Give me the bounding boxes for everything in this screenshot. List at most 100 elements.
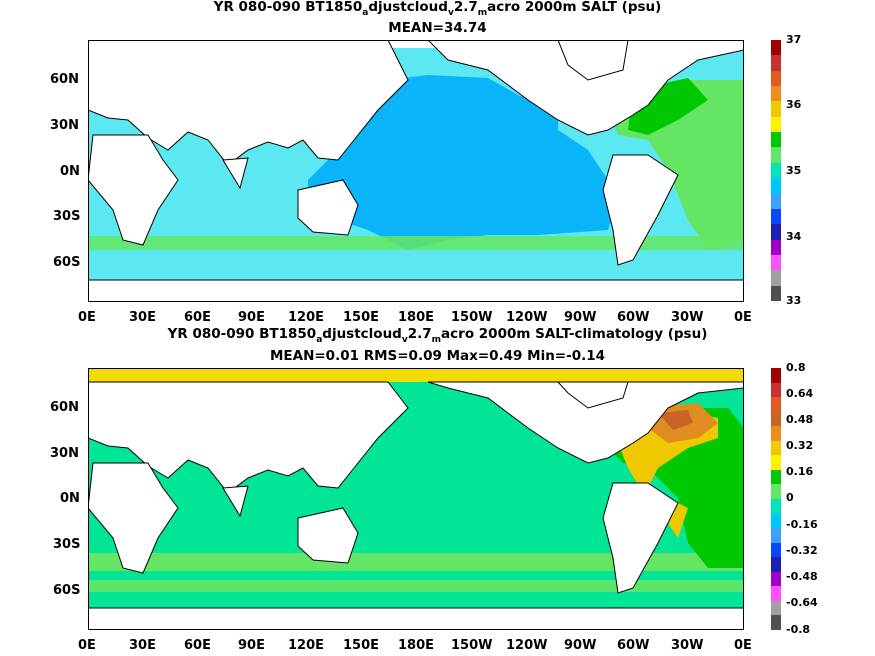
bottom-lon-label: 30E (129, 638, 156, 653)
bottom-cb-label: 0.48 (786, 413, 814, 426)
top-lon-label: 180E (398, 310, 435, 325)
top-lat-0n: 0N (60, 164, 80, 179)
bottom-cb-label: -0.32 (786, 544, 818, 557)
top-cb-label: 33 (786, 294, 802, 307)
colorbar-swatch (771, 586, 781, 602)
colorbar-swatch (771, 440, 781, 456)
top-lon-label: 60E (184, 310, 211, 325)
bottom-continents (88, 381, 744, 630)
bottom-cb-label: -0.8 (786, 623, 811, 636)
top-colorbar (771, 40, 781, 302)
top-continents (88, 40, 744, 302)
bottom-lat-0n: 0N (60, 491, 80, 506)
colorbar-swatch (771, 40, 781, 56)
bottom-title: YR 080-090 BT1850adjustcloudv2.7macro 20… (167, 326, 708, 345)
bottom-lat-30s: 30S (53, 537, 81, 552)
bottom-colorbar (771, 368, 781, 631)
top-lon-label: 90E (238, 310, 265, 325)
colorbar-swatch (771, 513, 781, 529)
bottom-arctic-band (88, 368, 744, 382)
bottom-north-america (427, 381, 744, 464)
colorbar-swatch (771, 147, 781, 164)
top-lon-label: 120W (506, 310, 548, 325)
top-lat-30n: 30N (50, 118, 79, 133)
top-cb-label: 35 (786, 164, 802, 177)
bottom-anomaly-map (88, 368, 744, 630)
bottom-lon-label: 150W (451, 638, 493, 653)
top-australia (297, 179, 359, 236)
top-lat-60n: 60N (50, 72, 79, 87)
colorbar-swatch (771, 397, 781, 413)
colorbar-swatch (771, 469, 781, 485)
bottom-lat-30n: 30N (50, 446, 79, 461)
bottom-lon-label: 150E (343, 638, 380, 653)
bottom-greenland (556, 381, 629, 409)
colorbar-swatch (771, 132, 781, 148)
top-cb-label: 34 (786, 230, 802, 243)
top-lon-label: 30W (671, 310, 704, 325)
bottom-australia (297, 507, 359, 564)
top-africa (88, 134, 179, 246)
bottom-india (222, 485, 249, 518)
colorbar-swatch (771, 70, 781, 87)
colorbar-swatch (771, 542, 781, 558)
top-lon-label: 120E (288, 310, 325, 325)
top-antarctica (88, 279, 744, 302)
colorbar-swatch (771, 615, 781, 631)
colorbar-swatch (771, 239, 781, 256)
bottom-cb-label: 0.16 (786, 465, 814, 478)
bottom-lat-60n: 60N (50, 400, 79, 415)
colorbar-swatch (771, 600, 781, 616)
top-salinity-map (88, 40, 744, 302)
colorbar-swatch (771, 368, 781, 384)
top-lon-label: 0E (78, 310, 96, 325)
colorbar-swatch (771, 254, 781, 271)
bottom-lat-60s: 60S (53, 583, 81, 598)
bottom-antarctica (88, 607, 744, 630)
colorbar-swatch (771, 162, 781, 179)
top-stats: MEAN=34.74 (388, 20, 487, 36)
top-eurasia (88, 40, 409, 166)
colorbar-swatch (771, 208, 781, 225)
bottom-cb-label: 0 (786, 491, 794, 504)
bottom-lon-label: 120W (506, 638, 548, 653)
bottom-lon-label: 0E (78, 638, 96, 653)
top-lon-label: 30E (129, 310, 156, 325)
colorbar-swatch (771, 270, 781, 287)
bottom-lon-label: 90W (564, 638, 597, 653)
top-cb-label: 36 (786, 98, 802, 111)
bottom-lon-label: 0E (734, 638, 752, 653)
bottom-cb-label: -0.64 (786, 596, 818, 609)
top-southern-band (88, 236, 744, 250)
top-lon-label: 150E (343, 310, 380, 325)
colorbar-swatch (771, 455, 781, 471)
top-lon-label: 90W (564, 310, 597, 325)
bottom-lon-label: 60W (617, 638, 650, 653)
bottom-lon-label: 120E (288, 638, 325, 653)
colorbar-swatch (771, 528, 781, 544)
colorbar-swatch (771, 116, 781, 133)
colorbar-swatch (771, 426, 781, 442)
top-cb-label: 37 (786, 33, 802, 46)
colorbar-swatch (771, 285, 781, 302)
bottom-africa (88, 462, 179, 574)
bottom-lon-label: 60E (184, 638, 211, 653)
top-north-america (427, 40, 744, 136)
top-lat-30s: 30S (53, 209, 81, 224)
bottom-south-america (602, 482, 679, 594)
colorbar-swatch (771, 484, 781, 500)
colorbar-swatch (771, 101, 781, 118)
bottom-lon-label: 30W (671, 638, 704, 653)
top-india (222, 157, 249, 190)
bottom-cb-label: -0.16 (786, 518, 818, 531)
colorbar-swatch (771, 178, 781, 195)
bottom-stats: MEAN=0.01 RMS=0.09 Max=0.49 Min=-0.14 (269, 348, 606, 364)
bottom-cb-label: 0.64 (786, 387, 814, 400)
colorbar-swatch (771, 571, 781, 587)
colorbar-swatch (771, 382, 781, 398)
bottom-southern-band (88, 553, 744, 571)
colorbar-swatch (771, 86, 781, 102)
top-lat-60s: 60S (53, 255, 81, 270)
bottom-gulf-stream-anomaly (618, 413, 718, 538)
colorbar-swatch (771, 193, 781, 210)
